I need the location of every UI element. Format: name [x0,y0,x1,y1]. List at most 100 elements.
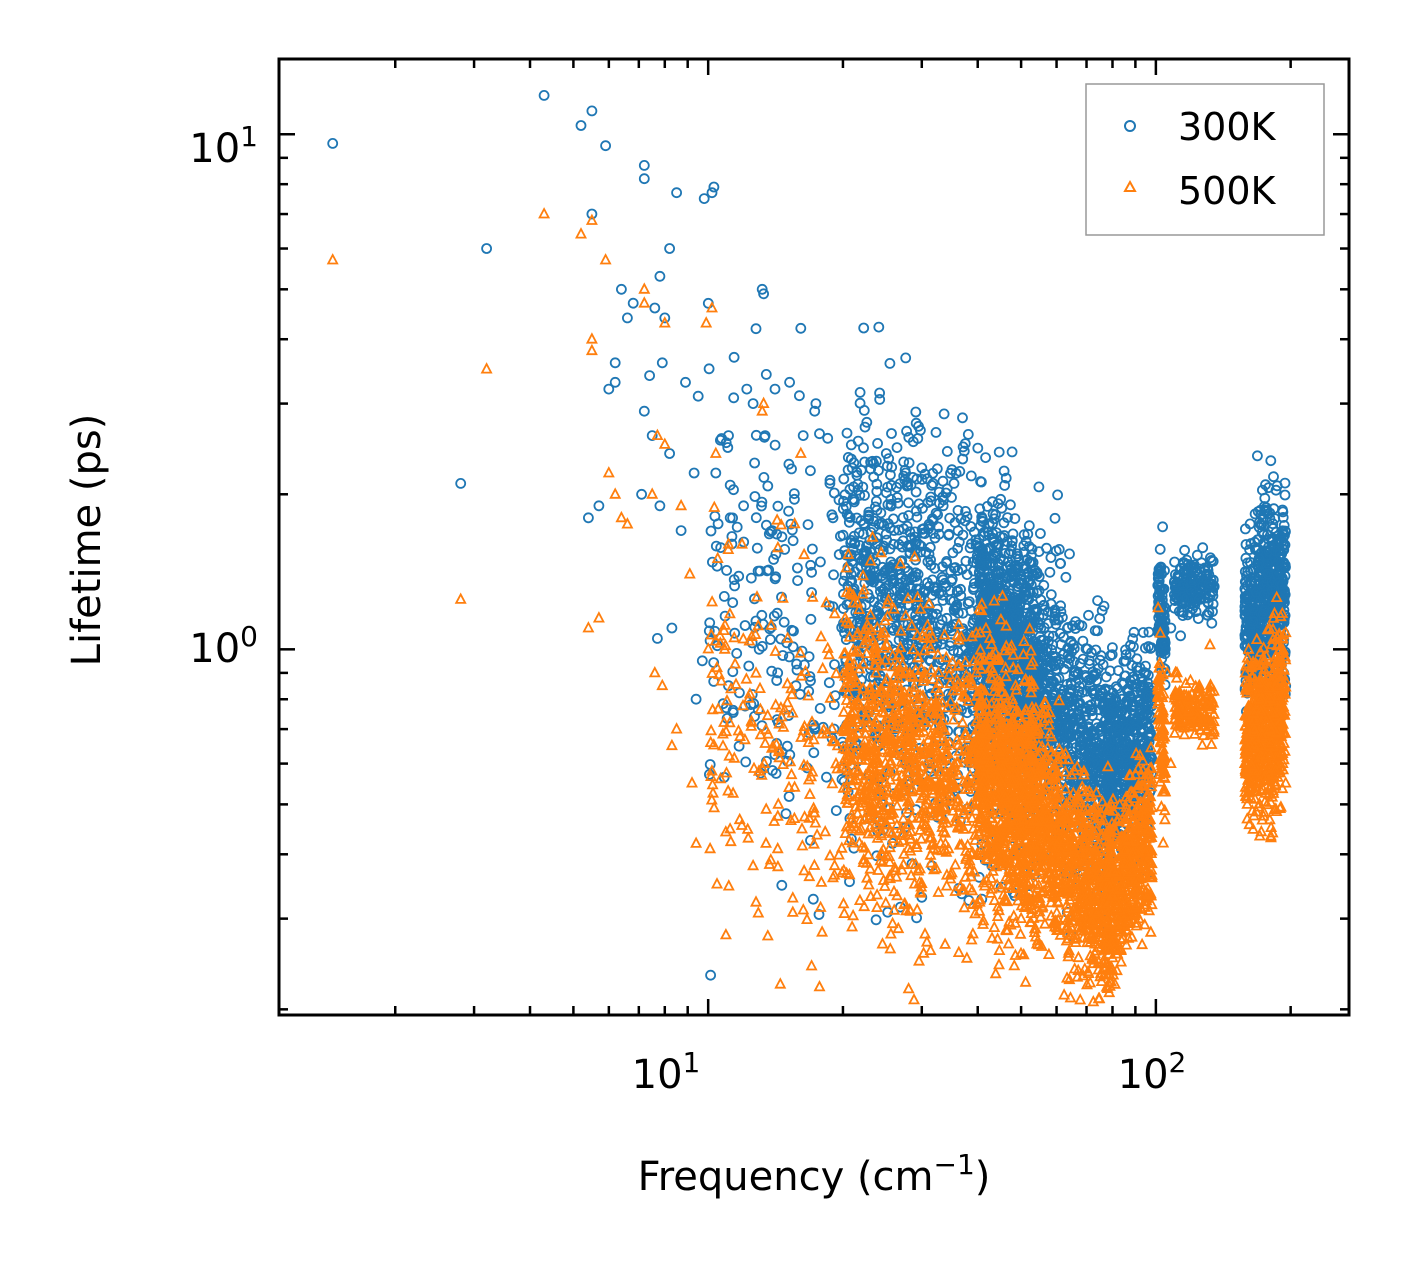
data-point [915,424,926,436]
data-point [814,703,826,714]
data-point [841,599,853,610]
data-point [893,524,905,536]
data-point [936,571,948,583]
data-point [924,581,935,592]
data-point [792,575,803,586]
data-point [946,464,958,476]
data-point [851,512,863,524]
data-point [829,659,840,670]
data-point [756,500,767,512]
data-point [1006,446,1018,458]
data-point [779,544,791,555]
data-point [874,387,885,399]
data-point [952,525,964,537]
data-point [1018,529,1030,541]
data-point [941,445,953,457]
data-point [771,675,783,686]
data-point [881,460,893,472]
data-point [794,390,805,402]
data-point [704,617,716,629]
data-point [783,651,795,663]
data-point [891,492,903,503]
data-point [943,529,955,541]
data-point [780,808,792,820]
data-point [786,624,798,636]
data-point [854,386,866,398]
data-point [1029,569,1040,581]
data-point [788,488,800,500]
data-point [960,555,972,567]
data-point [762,480,774,492]
data-point [873,607,885,619]
data-point [787,535,799,547]
data-point [925,495,937,507]
data-point [901,425,912,437]
data-point [852,435,864,447]
data-point [896,577,908,589]
data-point [858,322,870,334]
data-point [781,740,793,752]
data-point [855,561,867,573]
data-point [794,688,806,700]
data-point [938,408,950,420]
data-point [884,357,896,369]
data-point [951,601,962,612]
data-point [745,699,757,710]
data-point [771,607,783,619]
data-point [824,474,836,486]
data-point [804,671,816,682]
data-point [792,562,803,574]
data-point [830,805,842,816]
data-point [894,588,906,600]
data-point [885,556,897,568]
data-point [881,592,893,604]
data-point [733,570,745,582]
data-point [873,321,885,333]
data-point [802,519,814,530]
data-point [769,573,781,585]
data-point [1005,499,1016,511]
data-point [756,641,768,652]
data-point [1023,520,1035,532]
data-point [910,486,922,498]
data-point [879,567,891,579]
data-point [1084,655,1095,666]
data-point [857,528,869,540]
data-point [720,702,732,714]
data-point [844,575,856,587]
data-point [915,540,927,552]
data-point [1033,481,1045,493]
data-point [761,565,773,577]
data-point [767,765,778,776]
data-point [944,585,956,597]
data-point [806,587,817,598]
data-point [892,497,904,509]
data-point [902,639,914,650]
data-point [927,513,938,525]
data-point [899,474,911,486]
data-point [750,323,762,335]
data-point [728,351,740,363]
data-point [909,526,921,538]
data-point [731,648,743,659]
data-point [887,622,898,634]
data-point [957,412,968,424]
data-point [931,463,943,475]
data-point [972,442,984,454]
data-point [731,521,743,533]
data-point [909,531,921,543]
data-point [776,879,788,891]
data-point [770,548,782,560]
data-point [729,580,740,592]
data-point [941,612,953,624]
data-point [882,906,894,918]
data-point [772,500,784,512]
data-point [768,554,779,565]
data-point [918,523,930,535]
data-point [1025,579,1037,591]
data-point [749,593,760,605]
data-point [868,458,879,470]
data-point [727,704,739,716]
data-point [947,547,959,559]
data-point [822,432,834,444]
